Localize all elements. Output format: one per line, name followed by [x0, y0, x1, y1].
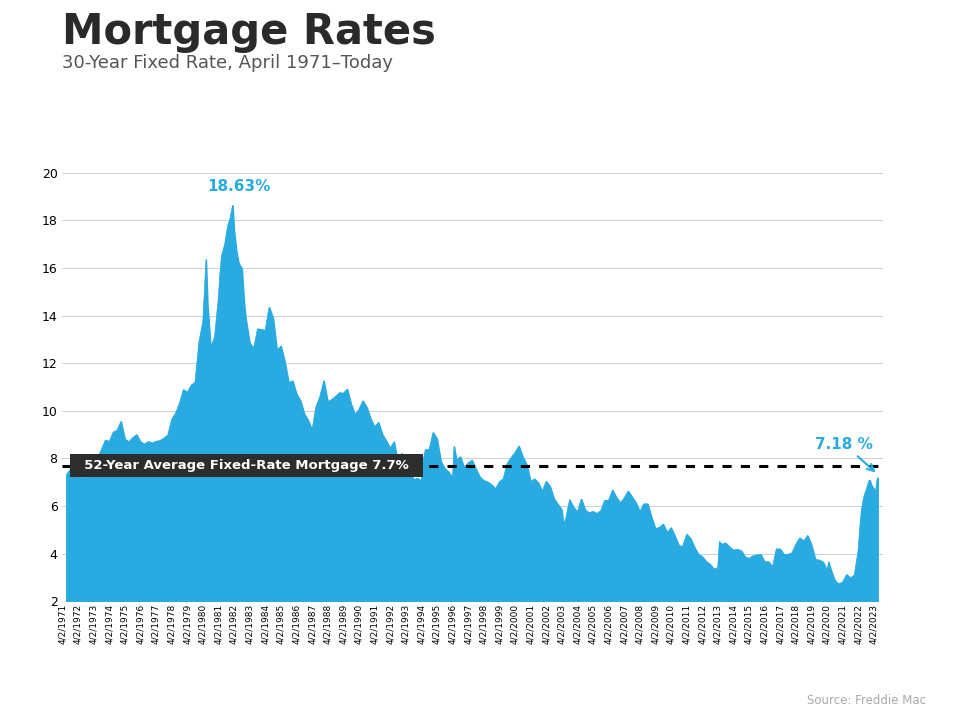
Text: 30-Year Fixed Rate, April 1971–Today: 30-Year Fixed Rate, April 1971–Today — [62, 54, 394, 72]
Text: 52-Year Average Fixed-Rate Mortgage 7.7%: 52-Year Average Fixed-Rate Mortgage 7.7% — [75, 459, 418, 472]
Text: Source: Freddie Mac: Source: Freddie Mac — [807, 694, 926, 707]
Text: 18.63%: 18.63% — [207, 179, 271, 194]
Text: Mortgage Rates: Mortgage Rates — [62, 11, 436, 53]
Text: 7.18 %: 7.18 % — [815, 436, 874, 471]
